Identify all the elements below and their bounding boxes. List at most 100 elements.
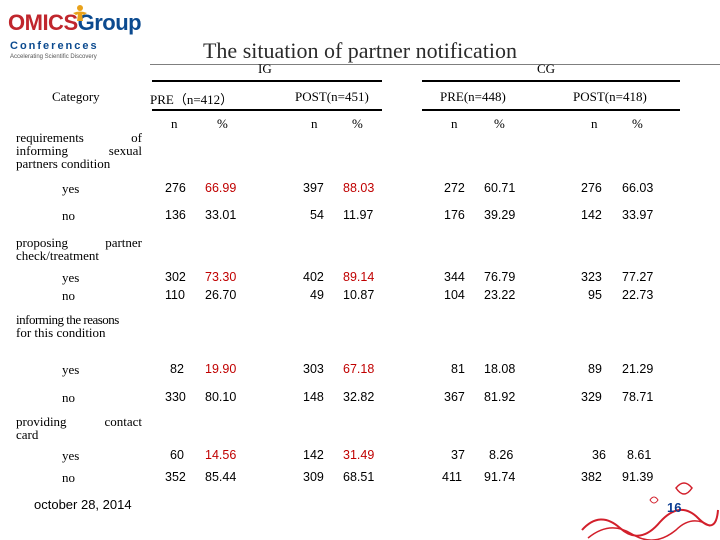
group-ig-rule <box>152 80 382 82</box>
cell-ig-pre-pct: 33.01 <box>205 208 237 222</box>
cell-ig-pre-pct: 14.56 <box>205 448 237 462</box>
row-label: no <box>62 390 75 405</box>
cell-cg-pre-pct: 23.22 <box>484 288 516 302</box>
cell-ig-post-n: 54 <box>310 208 324 222</box>
cell-cg-post-n: 276 <box>581 181 602 195</box>
row-label: no <box>62 288 75 303</box>
header-n: n <box>591 116 598 131</box>
cell-ig-pre-pct: 73.30 <box>205 270 237 284</box>
cell-ig-post-pct: 89.14 <box>343 270 375 284</box>
cell-cg-pre-n: 81 <box>451 362 465 376</box>
cell-cg-post-pct: 91.39 <box>622 470 654 484</box>
header-cg-post: POST(n=418) <box>573 89 647 104</box>
cell-cg-post-n: 329 <box>581 390 602 404</box>
cell-ig-post-n: 142 <box>303 448 324 462</box>
cell-ig-post-n: 309 <box>303 470 324 484</box>
section-title: informing sexual <box>16 143 142 158</box>
cell-cg-pre-pct: 8.26 <box>489 448 514 462</box>
cell-ig-pre-n: 110 <box>165 288 185 302</box>
cell-cg-pre-pct: 39.29 <box>484 208 516 222</box>
cell-ig-pre-pct: 19.90 <box>205 362 237 376</box>
row-label: no <box>62 208 75 223</box>
cell-ig-pre-n: 302 <box>165 270 186 284</box>
section-title: providing contact <box>16 414 142 429</box>
section-title: check/treatment <box>16 248 100 263</box>
cell-cg-post-pct: 77.27 <box>622 270 654 284</box>
cell-cg-post-n: 323 <box>581 270 602 284</box>
cell-cg-post-n: 95 <box>588 288 602 302</box>
logo-tagline: Accelerating Scientific Discovery <box>10 54 97 60</box>
subheader-cg-rule <box>422 109 680 111</box>
page-number: 16 <box>667 500 682 515</box>
cell-cg-post-pct: 22.73 <box>622 288 654 302</box>
logo-brand-group: Group <box>77 10 142 35</box>
header-pct: % <box>217 116 228 131</box>
cell-cg-pre-pct: 18.08 <box>484 362 516 376</box>
cell-cg-pre-n: 104 <box>444 288 465 302</box>
header-n: n <box>451 116 458 131</box>
header-ig-post: POST(n=451) <box>295 89 369 104</box>
header-pct: % <box>494 116 505 131</box>
logo-conferences: Conferences <box>10 40 99 52</box>
slide-title: The situation of partner notification <box>202 38 517 63</box>
section-title: requirements of <box>16 130 142 145</box>
cell-ig-pre-n: 276 <box>165 181 186 195</box>
cell-ig-post-pct: 31.49 <box>343 448 375 462</box>
cell-cg-post-pct: 33.97 <box>622 208 654 222</box>
omics-group-logo: OMICSGroup Conferences Accelerating Scie… <box>6 4 142 64</box>
cell-ig-post-pct: 68.51 <box>343 470 375 484</box>
footer-date: october 28, 2014 <box>34 497 132 512</box>
cell-ig-pre-pct: 26.70 <box>205 288 237 302</box>
header-pct: % <box>632 116 643 131</box>
header-cg-pre: PRE(n=448) <box>440 89 506 104</box>
section-title: proposing partner <box>16 235 142 250</box>
cell-cg-pre-pct: 91.74 <box>484 470 516 484</box>
section-title: partners condition <box>16 156 111 171</box>
cell-cg-pre-pct: 81.92 <box>484 390 516 404</box>
cell-ig-pre-n: 82 <box>170 362 184 376</box>
cell-ig-post-n: 148 <box>303 390 324 404</box>
ribbon-decoration <box>581 482 719 540</box>
cell-ig-post-n: 303 <box>303 362 324 376</box>
group-cg-rule <box>422 80 680 82</box>
cell-ig-post-pct: 32.82 <box>343 390 375 404</box>
cell-cg-post-pct: 66.03 <box>622 181 654 195</box>
section-title: for this condition <box>16 325 106 340</box>
group-cg-label: CG <box>537 61 556 76</box>
cell-cg-post-pct: 21.29 <box>622 362 654 376</box>
header-ig-pre: PRE（n=412） <box>150 92 234 107</box>
section-title: card <box>16 427 39 442</box>
logo-figure-icon <box>73 5 87 21</box>
header-n: n <box>311 116 318 131</box>
cell-ig-pre-pct: 80.10 <box>205 390 237 404</box>
group-ig-label: IG <box>258 61 272 76</box>
cell-ig-post-n: 402 <box>303 270 324 284</box>
row-label: yes <box>62 362 80 377</box>
section-title: informing the reasons <box>16 312 119 327</box>
cell-cg-post-pct: 8.61 <box>627 448 652 462</box>
cell-cg-pre-n: 176 <box>444 208 465 222</box>
cell-ig-pre-pct: 66.99 <box>205 181 237 195</box>
row-label: no <box>62 470 75 485</box>
cell-cg-post-pct: 78.71 <box>622 390 654 404</box>
row-label: yes <box>62 270 80 285</box>
title-underline <box>150 64 720 65</box>
cell-ig-post-n: 397 <box>303 181 324 195</box>
cell-cg-pre-pct: 60.71 <box>484 181 516 195</box>
logo-brand-omics: OMICS <box>8 10 78 35</box>
cell-cg-pre-n: 344 <box>444 270 465 284</box>
cell-ig-pre-n: 330 <box>165 390 186 404</box>
row-label: yes <box>62 181 80 196</box>
header-category: Category <box>52 89 100 104</box>
cell-ig-post-pct: 10.87 <box>343 288 375 302</box>
cell-ig-post-pct: 88.03 <box>343 181 375 195</box>
cell-ig-pre-n: 136 <box>165 208 186 222</box>
cell-cg-pre-n: 37 <box>451 448 465 462</box>
cell-ig-post-n: 49 <box>310 288 324 302</box>
cell-cg-post-n: 382 <box>581 470 602 484</box>
cell-cg-post-n: 36 <box>592 448 606 462</box>
header-n: n <box>171 116 178 131</box>
cell-ig-post-pct: 11.97 <box>343 208 374 222</box>
cell-ig-pre-n: 60 <box>170 448 184 462</box>
cell-cg-pre-pct: 76.79 <box>484 270 516 284</box>
